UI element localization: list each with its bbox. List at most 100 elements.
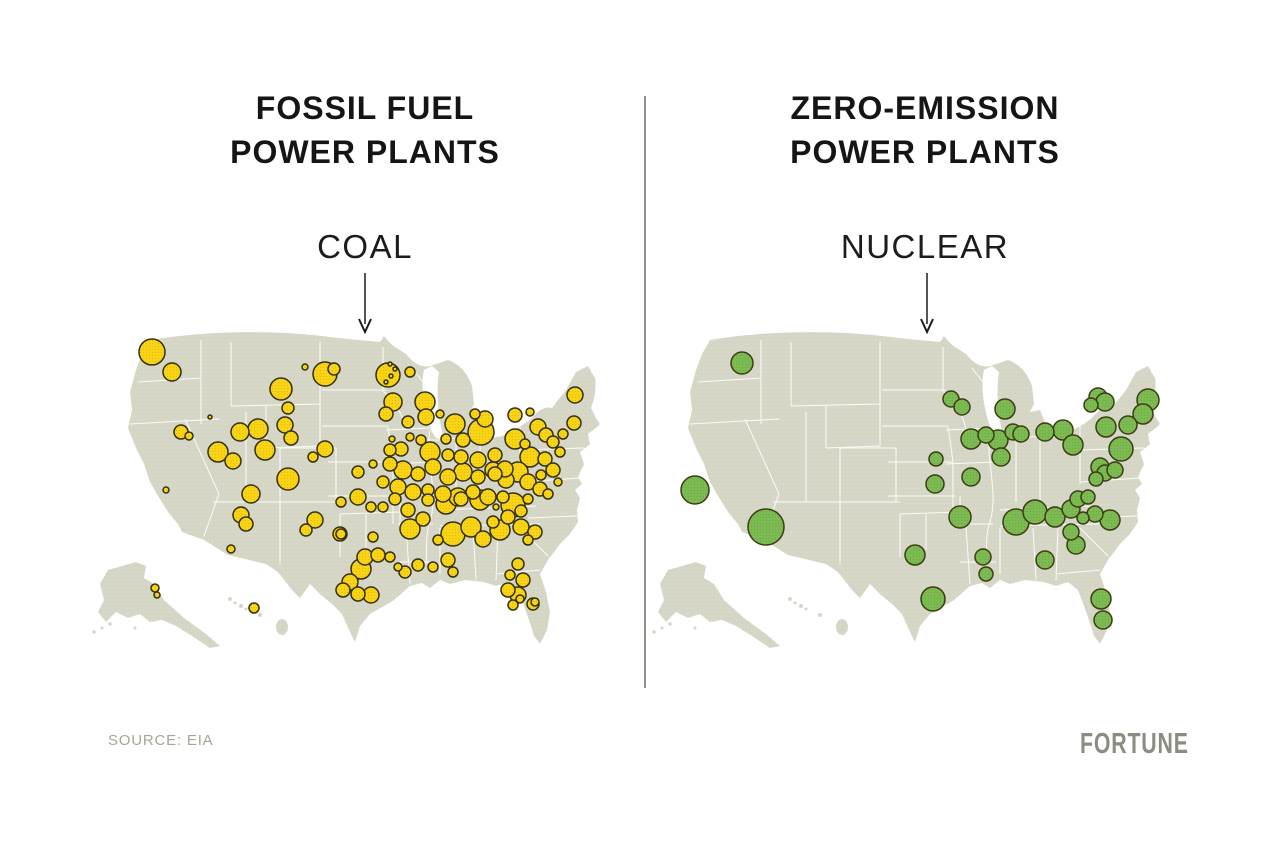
coal-plant-bubble [335, 528, 347, 540]
coal-plant-bubble [254, 439, 276, 461]
nuclear-plant-bubble [920, 586, 946, 612]
coal-plant-bubble [447, 566, 459, 578]
nuclear-plant-bubble [1118, 415, 1138, 435]
nuclear-bubble-layer [680, 351, 1160, 630]
coal-plant-bubble [453, 449, 469, 465]
coal-plant-bubble [440, 433, 452, 445]
coal-plant-bubble [557, 428, 569, 440]
coal-plant-bubble [368, 459, 378, 469]
coal-plant-bubble [415, 511, 431, 527]
coal-plant-bubble [401, 415, 415, 429]
coal-plant-bubble [415, 434, 427, 446]
coal-plant-bubble [514, 504, 528, 518]
coal-plant-bubble [486, 515, 500, 529]
coal-plant-bubble [492, 503, 500, 511]
nuclear-plant-bubble [1095, 392, 1115, 412]
coal-plant-bubble [507, 599, 519, 611]
zero-emission-panel-title: ZERO-EMISSION POWER PLANTS [755, 86, 1095, 174]
nuclear-plant-bubble [974, 548, 992, 566]
coal-plant-bubble [378, 406, 394, 422]
coal-plant-bubble [349, 488, 367, 506]
coal-plant-bubble [150, 583, 160, 593]
coal-plant-bubble [511, 557, 525, 571]
coal-plant-bubble [535, 469, 547, 481]
coal-plant-bubble [566, 415, 582, 431]
nuclear-plant-bubble [994, 398, 1016, 420]
fortune-logo: FORTUNE [1080, 726, 1189, 760]
coal-plant-bubble [474, 530, 492, 548]
nuclear-plant-bubble [1132, 403, 1154, 425]
coal-plant-bubble [404, 483, 422, 501]
coal-plant-bubble [350, 586, 366, 602]
nuclear-plant-bubble [1022, 499, 1048, 525]
nuclear-plant-bubble [1035, 550, 1055, 570]
coal-plant-bubble [226, 544, 236, 554]
coal-plant-bubble [387, 361, 393, 367]
coal-plant-bubble [388, 435, 396, 443]
zero-title-line2: POWER PLANTS [790, 134, 1060, 170]
coal-plant-bubble [316, 440, 334, 458]
source-credit: SOURCE: EIA [108, 732, 214, 749]
coal-plant-bubble [384, 551, 396, 563]
coal-plant-bubble [417, 408, 435, 426]
coal-plant-bubble [327, 362, 341, 376]
coal-plant-bubble [522, 493, 534, 505]
coal-plant-bubble [162, 486, 170, 494]
nuclear-label: NUCLEAR [840, 228, 1010, 265]
coal-plant-bubble [376, 475, 390, 489]
nuclear-plant-bubble [1062, 434, 1084, 456]
coal-plant-bubble [393, 562, 403, 572]
coal-plant-bubble [525, 407, 535, 417]
nuclear-plant-bubble [977, 426, 995, 444]
coal-plant-bubble [470, 469, 486, 485]
coal-plant-bubble [546, 435, 560, 449]
nuclear-plant-bubble [1095, 416, 1117, 438]
nuclear-plant-bubble [978, 566, 994, 582]
coal-plant-bubble [460, 516, 482, 538]
coal-plant-bubble [515, 594, 525, 604]
panel-divider [644, 96, 646, 688]
coal-plant-bubble [455, 432, 471, 448]
coal-plant-bubble [335, 582, 351, 598]
coal-plants-map [88, 312, 608, 652]
coal-plant-bubble [276, 467, 300, 491]
coal-plant-bubble [283, 430, 299, 446]
coal-plant-bubble [389, 478, 407, 496]
coal-plant-bubble [392, 366, 398, 372]
coal-plant-bubble [399, 518, 421, 540]
coal-plant-bubble [479, 488, 497, 506]
coal-plant-bubble [566, 386, 584, 404]
coal-plant-bubble [351, 465, 365, 479]
coal-plant-bubble [542, 488, 554, 500]
fossil-panel-title: FOSSIL FUEL POWER PLANTS [195, 86, 535, 174]
coal-plant-bubble [138, 338, 166, 366]
coal-plant-bubble [500, 582, 516, 598]
coal-plant-bubble [365, 501, 377, 513]
coal-plant-bubble [444, 413, 466, 435]
coal-plant-bubble [367, 531, 379, 543]
nuclear-plant-bubble [1090, 588, 1112, 610]
coal-plant-bubble [153, 591, 161, 599]
nuclear-plant-bubble [1076, 511, 1090, 525]
coal-plant-bubble [424, 458, 442, 476]
nuclear-plant-bubble [925, 474, 945, 494]
coal-plant-bubble [388, 373, 394, 379]
coal-plant-bubble [207, 441, 229, 463]
coal-plant-bubble [507, 407, 523, 423]
coal-plant-bubble [545, 462, 561, 478]
nuclear-plant-bubble [1062, 523, 1080, 541]
coal-plant-bubble [383, 379, 389, 385]
nuclear-plant-bubble [1088, 471, 1104, 487]
coal-plant-bubble [512, 518, 530, 536]
coal-plant-bubble [465, 484, 481, 500]
coal-plant-bubble [421, 493, 435, 507]
fossil-title-line2: POWER PLANTS [230, 134, 500, 170]
coal-plant-bubble [301, 363, 309, 371]
nuclear-plant-bubble [928, 451, 944, 467]
coal-plant-bubble [388, 492, 402, 506]
nuclear-plant-bubble [1093, 610, 1113, 630]
coal-plant-bubble [241, 484, 261, 504]
coal-plant-bubble [383, 443, 397, 457]
coal-plant-bubble [306, 511, 324, 529]
